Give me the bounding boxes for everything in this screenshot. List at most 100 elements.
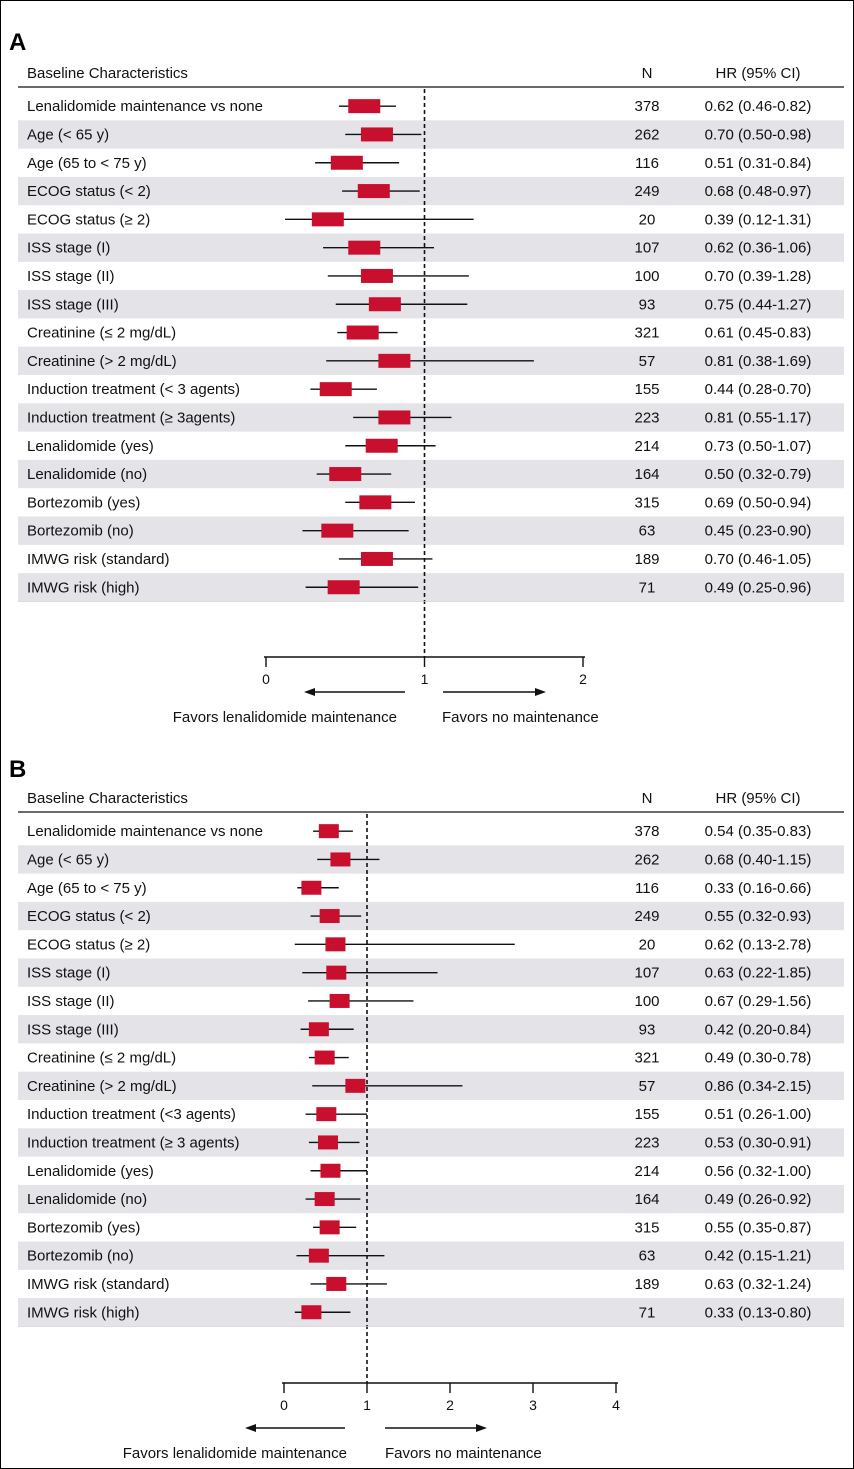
row-label: Lenalidomide (no) xyxy=(27,466,147,483)
row-hr-ci: 0.53 (0.30-0.91) xyxy=(705,1134,812,1151)
hr-marker xyxy=(320,1163,341,1178)
panel-label: B xyxy=(9,756,26,783)
row-label: ECOG status (≥ 2) xyxy=(27,936,150,953)
row-hr-ci: 0.33 (0.16-0.66) xyxy=(705,880,812,897)
column-header-characteristic: Baseline Characteristics xyxy=(27,65,188,82)
row-hr-ci: 0.33 (0.13-0.80) xyxy=(705,1304,812,1321)
row-hr-ci: 0.45 (0.23-0.90) xyxy=(705,523,812,540)
hr-marker xyxy=(348,240,381,255)
row-stripe xyxy=(18,120,844,149)
row-hr-ci: 0.70 (0.50-0.98) xyxy=(705,126,812,143)
row-hr-ci: 0.81 (0.38-1.69) xyxy=(705,353,812,370)
row-label: ISS stage (II) xyxy=(27,993,115,1010)
row-n: 378 xyxy=(634,823,659,840)
hr-marker xyxy=(360,127,393,142)
hr-marker xyxy=(330,155,363,170)
row-label: Age (< 65 y) xyxy=(27,126,109,143)
hr-marker xyxy=(365,438,398,453)
row-label: Creatinine (> 2 mg/dL) xyxy=(27,353,177,370)
row-hr-ci: 0.55 (0.35-0.87) xyxy=(705,1219,812,1236)
hr-marker xyxy=(378,410,411,425)
panel-label: A xyxy=(9,29,26,56)
row-n: 164 xyxy=(634,1191,659,1208)
row-stripe xyxy=(18,1128,844,1157)
row-hr-ci: 0.69 (0.50-0.94) xyxy=(705,494,812,511)
row-n: 93 xyxy=(639,1021,656,1038)
row-stripe xyxy=(18,573,844,602)
row-hr-ci: 0.62 (0.36-1.06) xyxy=(705,240,812,257)
row-hr-ci: 0.39 (0.12-1.31) xyxy=(705,211,812,228)
x-tick-label: 0 xyxy=(262,671,270,687)
row-stripe xyxy=(18,1184,844,1214)
row-label: Bortezomib (no) xyxy=(27,1248,134,1265)
row-label: Bortezomib (yes) xyxy=(27,1219,140,1236)
row-label: Creatinine (> 2 mg/dL) xyxy=(27,1078,177,1095)
arrow-left-head xyxy=(245,1424,256,1432)
row-hr-ci: 0.42 (0.20-0.84) xyxy=(705,1021,812,1038)
row-hr-ci: 0.67 (0.29-1.56) xyxy=(705,993,812,1010)
row-n: 71 xyxy=(639,579,656,596)
row-hr-ci: 0.73 (0.50-1.07) xyxy=(705,438,812,455)
row-n: 57 xyxy=(639,1078,656,1095)
favors-left-label: Favors lenalidomide maintenance xyxy=(123,1445,347,1462)
column-header-characteristic: Baseline Characteristics xyxy=(27,790,188,807)
x-tick-label: 2 xyxy=(446,1397,454,1413)
row-label: Age (65 to < 75 y) xyxy=(27,155,147,172)
row-label: Induction treatment (≥ 3agents) xyxy=(27,409,235,426)
row-hr-ci: 0.68 (0.48-0.97) xyxy=(705,183,812,200)
row-hr-ci: 0.49 (0.30-0.78) xyxy=(705,1050,812,1067)
row-label: ISS stage (III) xyxy=(27,1021,119,1038)
row-hr-ci: 0.55 (0.32-0.93) xyxy=(705,908,812,925)
row-n: 249 xyxy=(634,908,659,925)
hr-marker xyxy=(301,1305,322,1320)
row-stripe xyxy=(18,516,844,545)
row-label: Creatinine (≤ 2 mg/dL) xyxy=(27,1050,176,1067)
row-n: 100 xyxy=(634,268,659,285)
row-hr-ci: 0.56 (0.32-1.00) xyxy=(705,1163,812,1180)
hr-marker xyxy=(348,99,381,114)
row-label: Induction treatment (< 3 agents) xyxy=(27,381,240,398)
row-hr-ci: 0.42 (0.15-1.21) xyxy=(705,1248,812,1265)
hr-marker xyxy=(301,880,322,895)
row-label: IMWG risk (high) xyxy=(27,1304,140,1321)
hr-marker xyxy=(319,909,340,924)
row-hr-ci: 0.49 (0.25-0.96) xyxy=(705,579,812,596)
hr-marker xyxy=(319,382,352,397)
hr-marker xyxy=(321,523,354,538)
row-label: IMWG risk (high) xyxy=(27,579,140,596)
row-hr-ci: 0.61 (0.45-0.83) xyxy=(705,325,812,342)
row-label: Bortezomib (no) xyxy=(27,523,134,540)
hr-marker xyxy=(325,937,346,952)
hr-marker xyxy=(345,1078,366,1093)
hr-marker xyxy=(326,965,347,980)
row-stripe xyxy=(18,845,844,874)
row-n: 155 xyxy=(634,1106,659,1123)
row-n: 63 xyxy=(639,523,656,540)
row-n: 164 xyxy=(634,466,659,483)
hr-marker xyxy=(329,467,362,482)
hr-marker xyxy=(329,993,350,1008)
row-label: Induction treatment (≥ 3 agents) xyxy=(27,1134,240,1151)
hr-marker xyxy=(316,1107,337,1122)
x-tick-label: 2 xyxy=(579,671,587,687)
row-hr-ci: 0.49 (0.26-0.92) xyxy=(705,1191,812,1208)
row-n: 223 xyxy=(634,1134,659,1151)
row-hr-ci: 0.63 (0.22-1.85) xyxy=(705,965,812,982)
hr-marker xyxy=(346,325,379,340)
hr-marker xyxy=(357,184,390,199)
column-header-n: N xyxy=(642,65,653,82)
row-n: 93 xyxy=(639,296,656,313)
row-hr-ci: 0.86 (0.34-2.15) xyxy=(705,1078,812,1095)
row-n: 315 xyxy=(634,494,659,511)
arrow-right-head xyxy=(535,688,546,696)
x-tick-label: 0 xyxy=(280,1397,288,1413)
row-hr-ci: 0.70 (0.39-1.28) xyxy=(705,268,812,285)
row-n: 189 xyxy=(634,551,659,568)
row-label: Age (< 65 y) xyxy=(27,851,109,868)
row-stripe xyxy=(18,1015,844,1044)
row-label: Lenalidomide (no) xyxy=(27,1191,147,1208)
row-hr-ci: 0.70 (0.46-1.05) xyxy=(705,551,812,568)
row-label: ECOG status (< 2) xyxy=(27,908,151,925)
column-header-hr: HR (95% CI) xyxy=(715,790,800,807)
